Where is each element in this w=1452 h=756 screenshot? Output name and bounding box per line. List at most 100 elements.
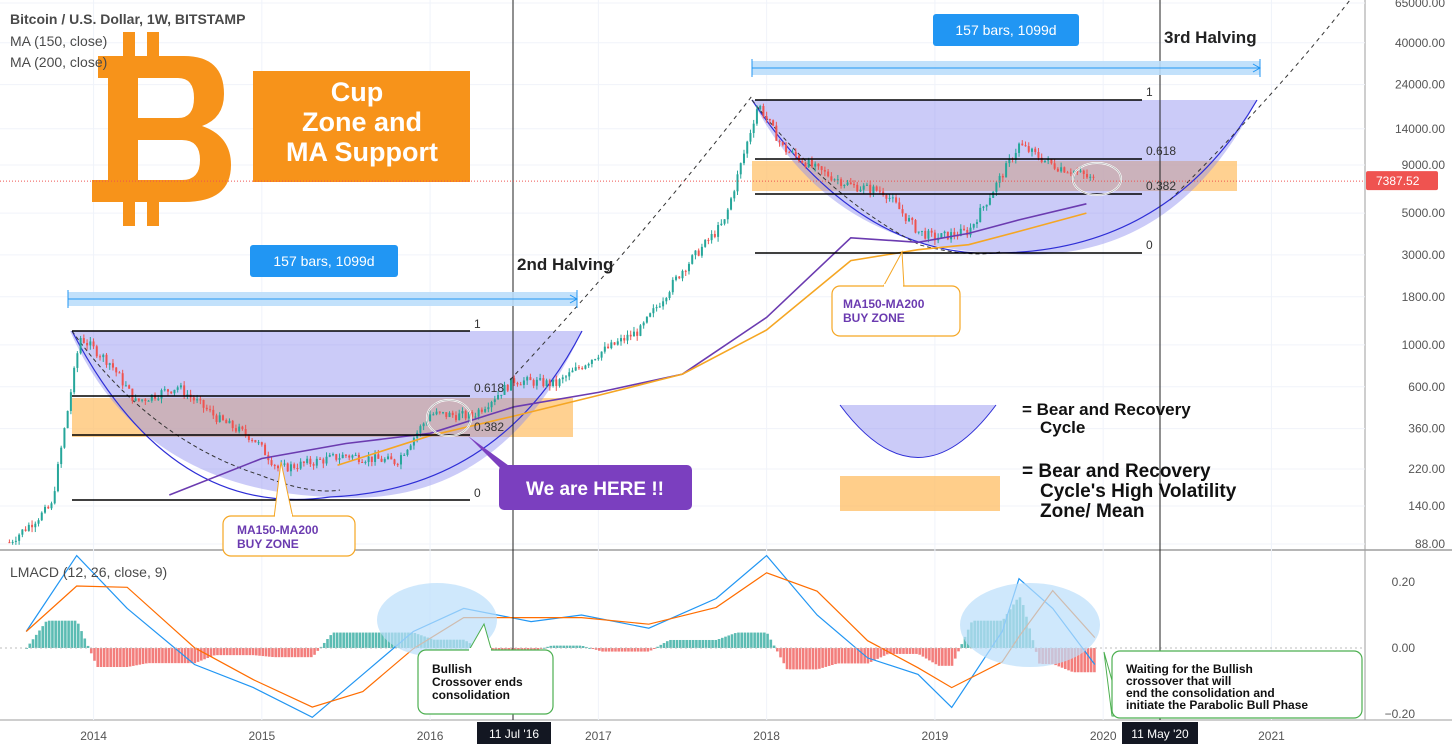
macd-histogram-bar [714,639,718,648]
candle-body [865,184,868,186]
candle-body [875,186,878,191]
macd-histogram-bar [850,648,854,664]
measure-label-2-bg [933,14,1079,46]
measure-range-2[interactable] [751,59,1262,77]
candle-body [645,316,648,323]
macd-histogram-bar [944,648,947,666]
candle-body [742,153,745,164]
candle-body [1053,163,1056,169]
macd-histogram-bar [536,648,540,650]
candle-body [18,534,21,541]
candle-body [24,529,27,531]
price-scale[interactable] [1365,0,1452,751]
candle-body [503,384,506,395]
macd-histogram-bar [879,648,883,658]
time-highlight-2-text: 11 May '20 [1131,727,1189,741]
macd-histogram-bar [934,648,938,665]
ma150-legend[interactable]: MA (150, close) [10,33,107,49]
candle-body [1050,159,1053,164]
candle-body [467,411,470,419]
candle-body [992,191,995,198]
candle-body [762,105,765,117]
measure-range-1[interactable] [67,290,579,308]
candle-body [137,398,140,401]
candle-body [40,512,43,521]
candle-body [565,376,568,378]
candle-body [183,385,186,396]
macd-histogram-bar [759,632,763,648]
crossover-callout[interactable]: Bullish Crossover ends consolidation [417,622,554,715]
candle-body [529,377,532,381]
candle-body [66,410,69,429]
macd-histogram-bar [157,648,161,664]
macd-histogram-bar [856,648,860,664]
macd-histogram-bar [83,638,87,648]
macd-histogram-bar [720,637,724,648]
macd-histogram-bar [572,645,575,648]
macd-histogram-bar [297,648,300,658]
time-highlight-2-bg [1122,722,1198,744]
candle-body [904,213,907,222]
macd-histogram-bar [60,620,64,648]
macd-histogram-bar [821,648,824,668]
price-tick-label: 3000.00 [1402,248,1446,262]
macd-histogram-bar [229,648,232,656]
candle-body [1063,167,1066,173]
candle-body [351,455,354,458]
candle-body [1060,167,1063,172]
candle-body [471,411,474,417]
we-are-here-callout[interactable]: We are HERE !! [468,436,692,510]
price-ticks: 65000.00 40000.00 24000.00 14000.00 9000.00 5… [1395,0,1445,551]
time-tick-label: 2020 [1090,729,1117,743]
candle-body [1069,172,1072,174]
macd-histogram-bar [374,632,378,648]
buy-zone-callout-1[interactable]: MA150-MA200 BUY ZONE [222,461,356,557]
macd-histogram-bar [164,648,167,664]
candle-body [691,255,694,264]
macd-histogram-bar [161,648,164,664]
time-highlight-1: 11 Jul '16 [477,722,551,744]
candle-body [474,416,477,418]
candle-body [163,389,166,391]
candle-body [1021,143,1024,146]
price-tick-label: 360.00 [1408,422,1445,436]
candle-body [111,363,114,368]
symbol-title[interactable]: Bitcoin / U.S. Dollar, 1W, BITSTAMP [10,11,245,27]
fib2-label-0: 0 [1146,238,1153,252]
candle-body [972,223,975,228]
macd-line [25,554,1096,719]
indicator-legend[interactable]: LMACD (12, 26, close, 9) [10,564,167,580]
macd-histogram-bar [332,632,336,648]
macd-histogram-bar [1093,648,1096,673]
macd-histogram-bar [889,648,892,654]
buy-zone-2-line2: BUY ZONE [843,311,905,325]
candle-body [231,420,234,429]
buy-zone-callout-2[interactable]: MA150-MA200 BUY ZONE [831,250,961,337]
macd-histogram-bar [911,648,915,654]
macd-histogram-bar [102,648,106,668]
candle-body [27,524,30,531]
macd-histogram-bar [617,648,621,652]
here-ellipse-1-outline [426,399,472,437]
candle-body [678,276,681,279]
macd-histogram-bar [921,648,925,657]
macd-histogram-bar [86,645,90,648]
macd-histogram-bar [96,648,100,668]
measure-range-2-arrow [1252,63,1262,73]
candle-body [500,394,503,396]
candle-body [406,449,409,455]
candle-body [370,456,373,462]
macd-histogram-bar [225,648,229,656]
macd-histogram-bar [688,639,692,648]
candle-body [804,162,807,168]
candle-body [247,434,250,440]
waiting-callout[interactable]: Waiting for the Bullish crossover that w… [1103,650,1363,719]
title-line1: Cup [331,77,383,107]
candle-body [364,461,367,463]
candle-body [1037,151,1040,158]
macd-histogram-bar [598,648,601,651]
candle-body [781,141,784,145]
ma200-legend[interactable]: MA (200, close) [10,54,107,70]
macd-histogram-bar [782,648,786,664]
macd-histogram-bar [384,632,388,648]
